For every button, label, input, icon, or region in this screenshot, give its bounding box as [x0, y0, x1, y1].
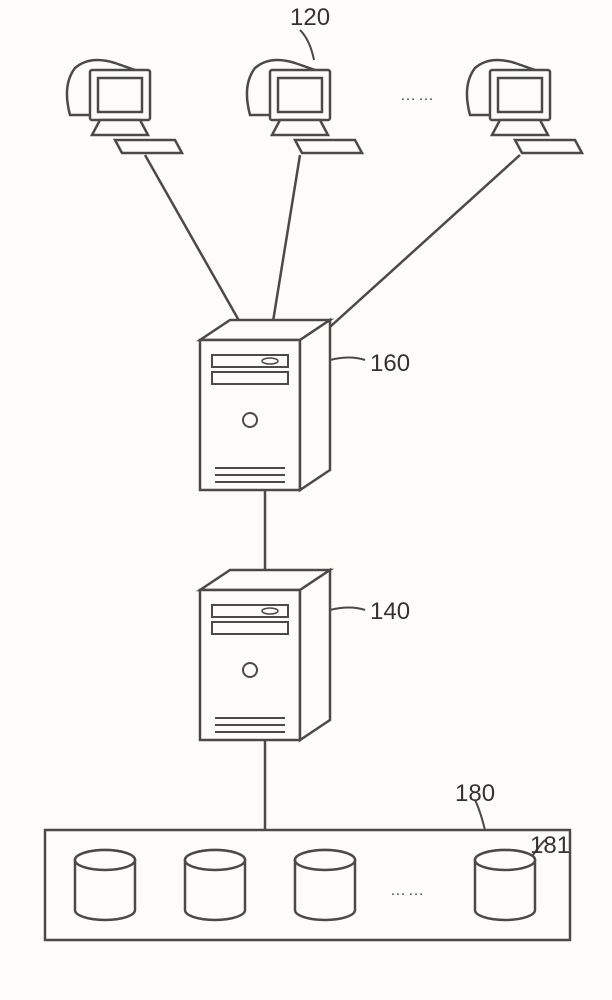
server-1 — [200, 320, 330, 490]
diagram-canvas: …… …… — [0, 0, 612, 1000]
ellipsis-clients: …… — [400, 87, 436, 104]
link-client2-server1 — [270, 155, 300, 340]
label-120: 120 — [290, 4, 330, 32]
storage-cylinder-2 — [185, 850, 245, 920]
storage-cylinder-3 — [295, 850, 355, 920]
callout-160 — [330, 358, 365, 361]
callout-140 — [330, 608, 365, 611]
label-180: 180 — [455, 780, 495, 808]
link-client1-server1 — [145, 155, 250, 340]
client-terminal-1 — [67, 60, 182, 153]
storage-cylinder-4 — [475, 850, 535, 920]
label-140: 140 — [370, 598, 410, 626]
label-181: 181 — [530, 832, 570, 860]
ellipsis-cylinders: …… — [390, 882, 426, 899]
client-terminal-2 — [247, 60, 362, 153]
server-2 — [200, 570, 330, 740]
storage-cylinder-1 — [75, 850, 135, 920]
callout-120 — [300, 30, 314, 60]
client-terminal-3 — [467, 60, 582, 153]
label-160: 160 — [370, 350, 410, 378]
link-client3-server1 — [310, 155, 520, 345]
